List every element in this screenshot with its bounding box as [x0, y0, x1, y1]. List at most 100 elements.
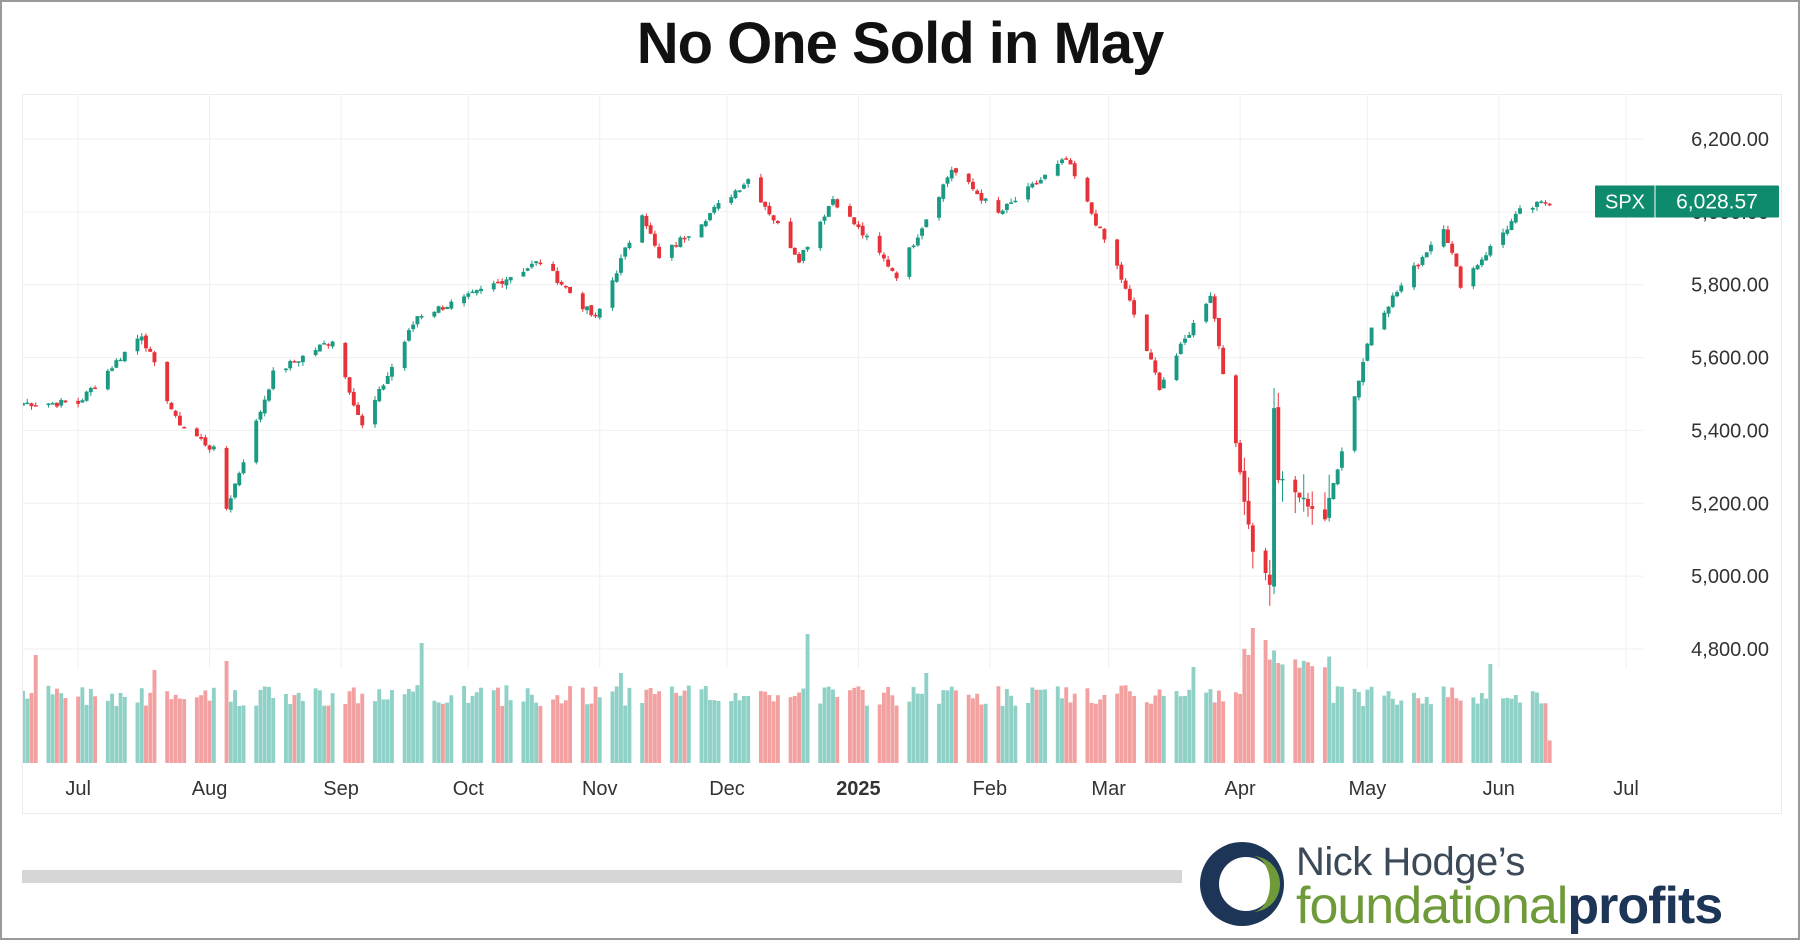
volume-bar — [1191, 667, 1196, 763]
candle-body — [640, 215, 645, 243]
volume-bar — [729, 701, 734, 763]
candle-body — [360, 415, 365, 426]
candle-body — [165, 361, 170, 402]
volume-bar — [971, 698, 975, 763]
candle-body — [1386, 306, 1391, 314]
candle-body — [792, 248, 797, 255]
candle-body — [1535, 201, 1539, 207]
candle-body — [330, 341, 335, 347]
candle-body — [300, 355, 305, 363]
volume-bar — [1026, 702, 1031, 763]
volume-bar — [165, 691, 170, 763]
candle-body — [1267, 574, 1272, 585]
candle-body — [271, 370, 276, 389]
volume-bar — [288, 704, 293, 763]
candlestick-chart: 6,200.006,000.005,800.005,600.005,400.00… — [23, 95, 1779, 800]
candle-body — [1276, 407, 1281, 481]
volume-bar — [1174, 691, 1179, 763]
volume-bar — [911, 686, 916, 763]
candle-body — [877, 235, 882, 253]
candle-body — [356, 404, 360, 415]
candle-body — [945, 177, 950, 184]
volume-bar — [1505, 697, 1510, 763]
candle-body — [1174, 355, 1179, 381]
candle-body — [182, 426, 187, 429]
volume-bar — [1204, 692, 1209, 763]
candle-body — [1280, 478, 1285, 481]
volume-bar — [1149, 703, 1154, 763]
volume-bar — [1068, 702, 1073, 763]
candle-body — [203, 437, 208, 446]
volume-bar — [678, 695, 683, 763]
volume-bar — [763, 691, 768, 763]
y-tick-label: 5,200.00 — [1691, 493, 1769, 515]
volume-bar — [1543, 703, 1548, 763]
volume-bar — [1000, 705, 1005, 763]
x-tick-label: Jul — [1613, 778, 1639, 800]
candle-body — [25, 402, 30, 405]
y-tick-label: 5,600.00 — [1691, 348, 1769, 370]
volume-bar — [1072, 693, 1077, 763]
candle-body — [937, 197, 941, 218]
candle-body — [907, 247, 912, 277]
candle-body — [881, 254, 886, 259]
volume-bar — [118, 692, 123, 763]
candle-body — [1030, 183, 1035, 188]
candle-body — [886, 259, 891, 267]
volume-bar — [63, 698, 68, 763]
candle-body — [1250, 525, 1255, 552]
candle-body — [1322, 509, 1327, 520]
x-tick-label: Jul — [65, 778, 91, 800]
volume-bar — [105, 700, 110, 763]
volume-bar — [1390, 698, 1395, 763]
candle-body — [941, 184, 946, 199]
volume-bar — [708, 699, 712, 763]
candle-body — [59, 400, 64, 406]
volume-bar — [538, 705, 543, 763]
candle-body — [1475, 265, 1480, 270]
candle-body — [114, 360, 119, 368]
candle-body — [521, 271, 526, 277]
volume-bar — [682, 690, 687, 763]
y-tick-label: 5,400.00 — [1691, 420, 1769, 442]
candle-body — [199, 436, 204, 439]
candle-body — [1361, 361, 1366, 383]
volume-bar — [1297, 667, 1302, 763]
candle-body — [674, 245, 679, 247]
candle-body — [1488, 246, 1493, 256]
volume-bar — [1382, 695, 1387, 763]
price-badge — [1595, 185, 1779, 218]
candle-body — [1115, 239, 1120, 266]
candle-body — [177, 415, 182, 426]
candle-body — [1119, 264, 1124, 280]
chart-scrollbar[interactable] — [22, 870, 1182, 883]
candle-body — [500, 281, 505, 284]
y-tick-label: 5,000.00 — [1691, 566, 1769, 588]
volume-bar — [805, 634, 810, 763]
volume-bar — [390, 690, 394, 763]
candle-body — [1513, 213, 1518, 223]
volume-bar — [652, 694, 657, 763]
volume-bar — [1352, 688, 1357, 763]
candle-body — [313, 350, 318, 356]
volume-bar — [1518, 702, 1522, 763]
candle-body — [1339, 451, 1344, 468]
candle-body — [241, 462, 246, 474]
volume-bar — [1089, 702, 1094, 763]
volume-bar — [351, 687, 356, 763]
volume-bar — [1386, 691, 1391, 763]
volume-bar — [114, 705, 119, 763]
candle-body — [538, 262, 543, 265]
candle-body — [54, 402, 59, 407]
volume-bar — [1208, 689, 1213, 763]
candle-body — [767, 205, 772, 215]
candle-body — [1149, 352, 1154, 360]
volume-bar — [949, 686, 954, 763]
volume-bar — [1132, 696, 1137, 763]
candle-body — [343, 342, 348, 378]
candle-body — [585, 306, 589, 311]
candle-body — [1178, 343, 1183, 355]
volume-bar — [415, 685, 420, 763]
volume-bar — [1306, 662, 1310, 763]
volume-bar — [1365, 689, 1370, 763]
